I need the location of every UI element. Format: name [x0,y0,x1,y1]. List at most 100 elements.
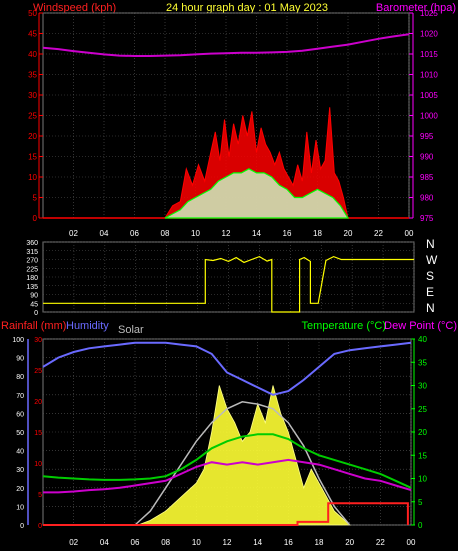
barometer-tick-label: 985 [420,173,434,182]
humidity-line [42,341,412,396]
rainfall-line [43,502,409,526]
temp-x-tick-label: 00 [407,538,416,547]
direction-tick-label: 0 [34,310,38,317]
wind-x-tick-label: 00 [405,229,414,238]
temp-x-tick-label: 08 [161,538,170,547]
barometer-tick-label: 995 [420,132,434,141]
rain-tick-label: 0 [38,523,42,530]
temperature-tick-label: 0 [418,521,423,530]
barometer-tick-label: 990 [420,153,434,162]
direction-tick-label: 270 [26,258,38,265]
temp-x-tick-label: 16 [284,538,293,547]
temp-humidity-panel: 0102030405060708090100051015202530051015… [12,335,427,547]
temperature-tick-label: 15 [418,451,427,460]
direction-tick-label: 315 [26,249,38,256]
temp-x-tick-label: 04 [100,538,109,547]
humidity-tick-label: 40 [16,449,24,456]
temperature-tick-label: 40 [418,335,427,344]
temp-x-tick-label: 14 [253,538,262,547]
rain-tick-label: 25 [34,368,42,375]
temperature-tick-label: 30 [418,382,427,391]
wind-tick-label: 45 [28,30,37,39]
wind-speed-area [164,168,350,219]
temperature-tick-label: 5 [418,498,423,507]
humidity-tick-label: 0 [20,523,24,530]
rain-tick-label: 20 [34,399,42,406]
wind-tick-label: 35 [28,71,37,80]
temperature-tick-label: 25 [418,405,427,414]
rainfall-axis-label: Rainfall (mm) [1,320,66,332]
temp-x-tick-label: 10 [192,538,201,547]
wind-x-tick-label: 18 [313,229,322,238]
temp-x-tick-label: 22 [376,538,385,547]
temp-x-tick-label: 20 [345,538,354,547]
humidity-tick-label: 80 [16,374,24,381]
dewpoint-line [43,458,412,494]
compass-s: S [426,269,434,283]
rain-tick-label: 10 [34,461,42,468]
humidity-tick-label: 20 [16,486,24,493]
temperature-tick-label: 35 [418,358,427,367]
wind-tick-label: 20 [28,132,37,141]
barometer-tick-label: 1000 [420,112,438,121]
direction-tick-label: 225 [26,266,38,273]
humidity-tick-label: 100 [12,337,24,344]
humidity-tick-label: 30 [16,467,24,474]
rain-tick-label: 30 [34,337,42,344]
direction-tick-label: 90 [30,293,38,300]
humidity-tick-label: 60 [16,411,24,418]
humidity-tick-label: 50 [16,430,24,437]
temp-x-tick-label: 06 [131,538,140,547]
compass-e: E [426,285,434,299]
barometer-axis-label: Barometer (hpa) [376,2,456,14]
graph-title: 24 hour graph day : 01 May 2023 [166,2,328,14]
rain-tick-label: 15 [34,430,42,437]
wind-tick-label: 40 [28,50,37,59]
compass-w: W [426,253,438,267]
wind-tick-label: 30 [28,91,37,100]
solar-axis-label: Solar [118,324,144,336]
humidity-tick-label: 90 [16,356,24,363]
wind-x-tick-label: 04 [100,229,109,238]
temp-x-tick-label: 12 [223,538,232,547]
barometer-tick-label: 1025 [420,9,438,18]
wind-tick-label: 5 [33,194,38,203]
solar-max-line [134,401,351,526]
direction-tick-label: 180 [26,275,38,282]
temperature-tick-label: 10 [418,475,427,484]
barometer-tick-label: 1015 [420,50,438,59]
dewpoint-axis-label: Dew Point (°C) [384,320,457,332]
wind-x-tick-label: 02 [69,229,78,238]
temp-x-tick-label: 02 [69,538,78,547]
barometer-tick-label: 980 [420,194,434,203]
temp-x-tick-label: 18 [315,538,324,547]
compass-n-top: N [426,237,435,251]
wind-x-tick-label: 10 [191,229,200,238]
wind-tick-label: 0 [33,214,38,223]
compass-labels: N W S E N [426,237,438,315]
wind-x-tick-label: 06 [130,229,139,238]
wind-x-tick-label: 14 [252,229,261,238]
barometer-tick-label: 1005 [420,91,438,100]
compass-n-bottom: N [426,301,435,315]
direction-tick-label: 135 [26,284,38,291]
humidity-tick-label: 10 [16,504,24,511]
wind-direction-line [43,255,414,313]
barometer-tick-label: 1020 [420,30,438,39]
barometer-tick-label: 1010 [420,71,438,80]
wind-tick-label: 25 [28,112,37,121]
wind-x-tick-label: 20 [344,229,353,238]
wind-barometer-panel: 0510152025303540455097598098599099510001… [28,9,438,238]
wind-x-tick-label: 08 [161,229,170,238]
wind-x-tick-label: 12 [222,229,231,238]
barometer-tick-label: 975 [420,214,434,223]
temperature-line [42,433,412,489]
wind-tick-label: 10 [28,173,37,182]
wind-tick-label: 50 [28,9,37,18]
direction-tick-label: 45 [30,301,38,308]
humidity-tick-label: 70 [16,393,24,400]
wind-tick-label: 15 [28,153,37,162]
humidity-axis-label: Humidity [66,320,109,332]
